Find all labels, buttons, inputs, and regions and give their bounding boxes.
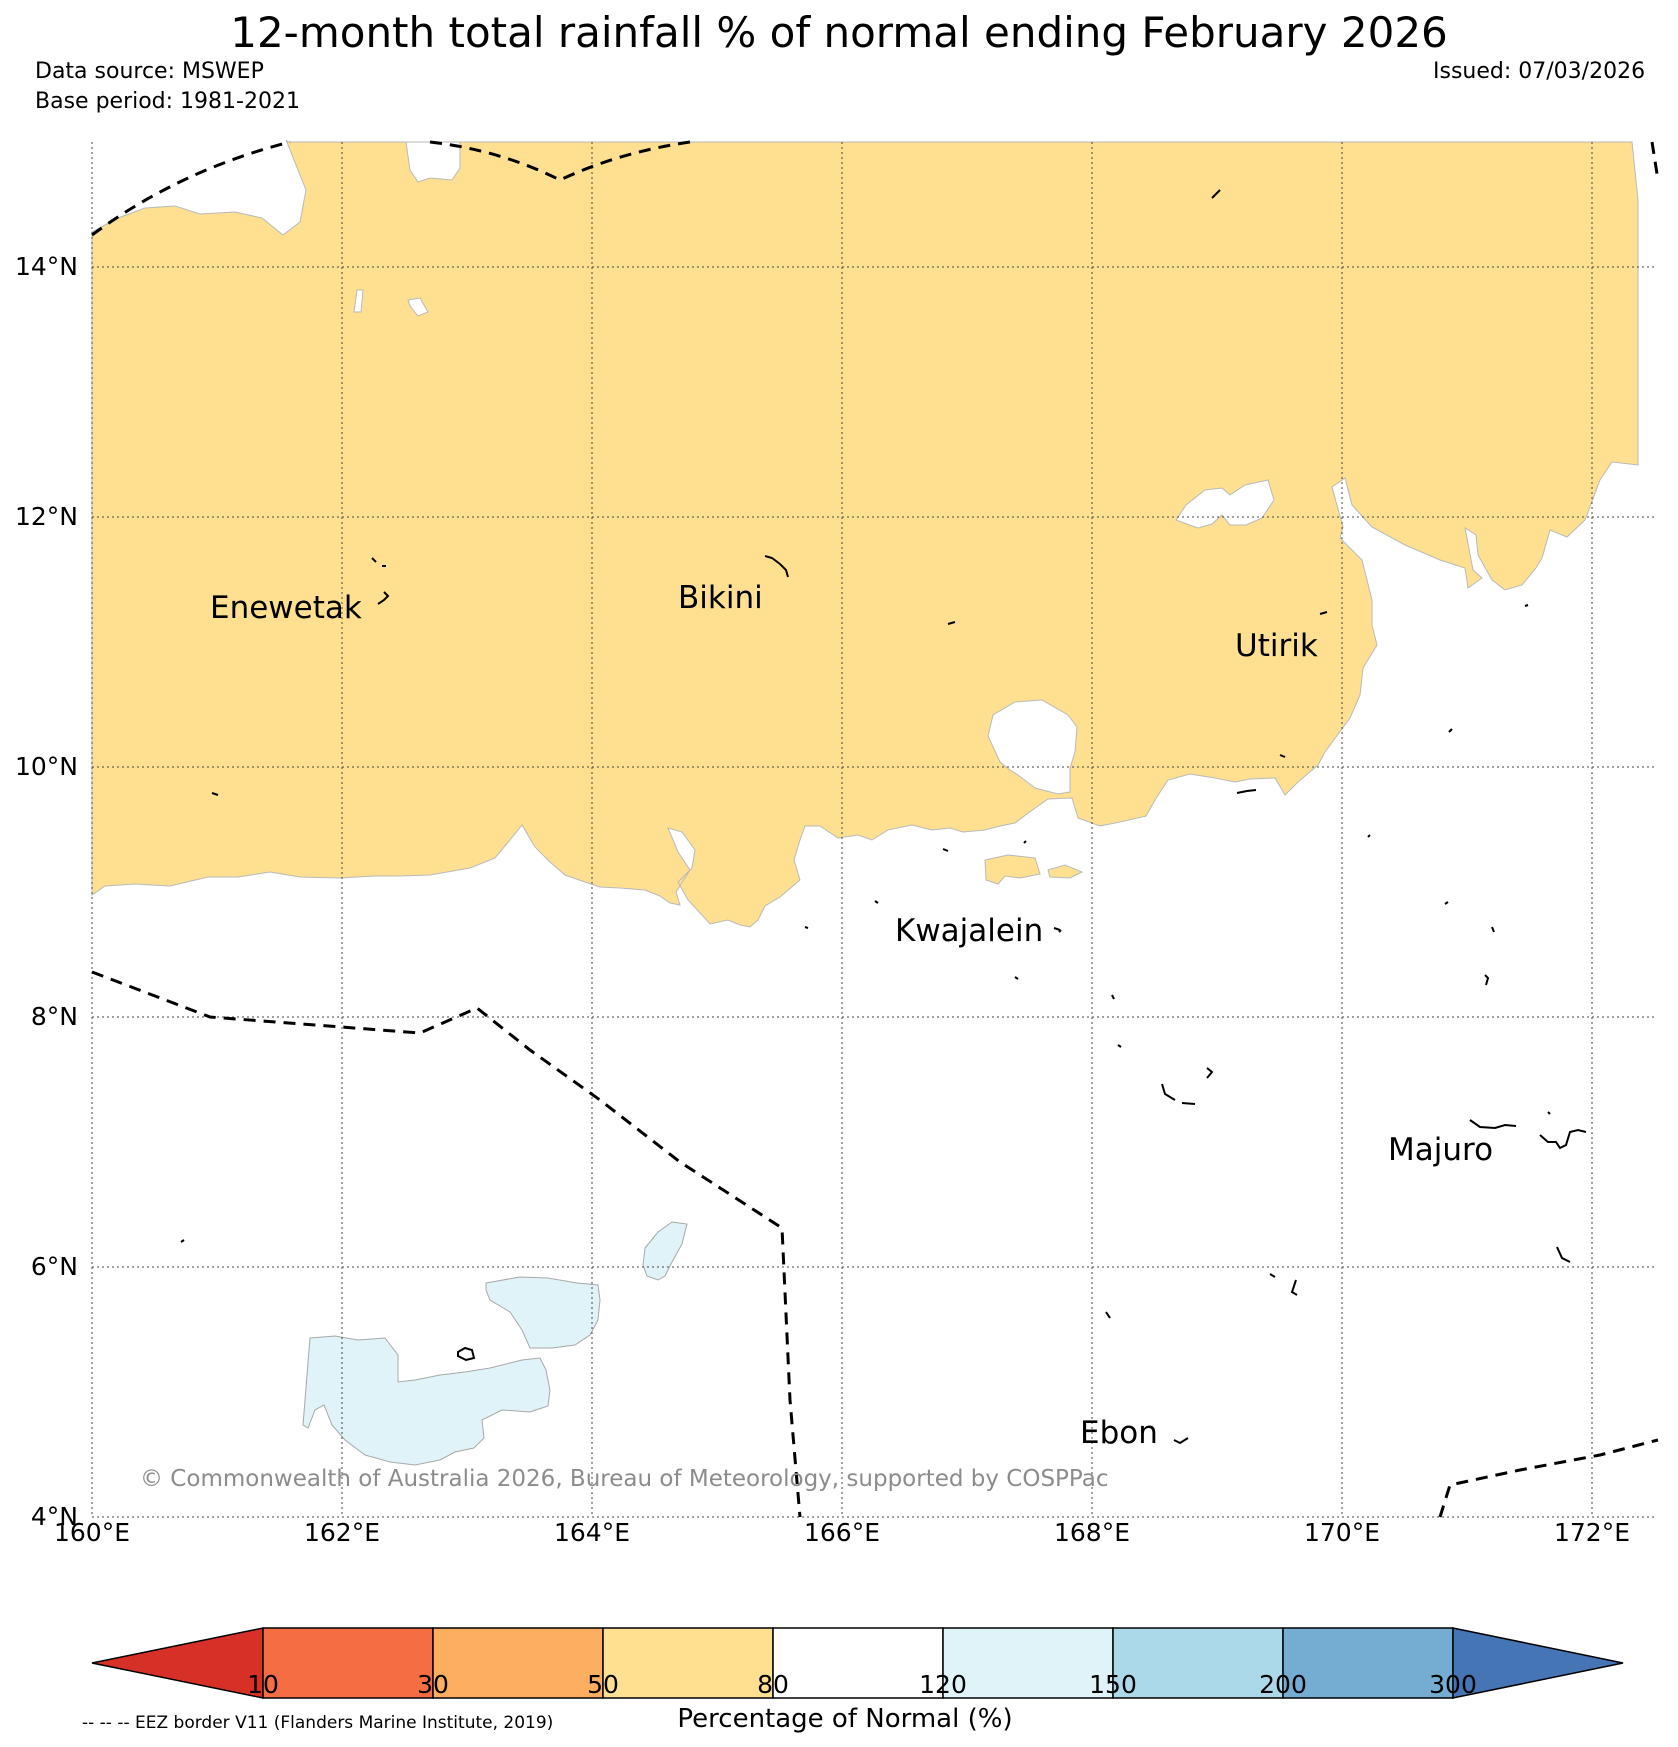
island-label-majuro: Majuro <box>1388 1132 1494 1168</box>
island-label-kwajalein: Kwajalein <box>895 913 1044 949</box>
colorbar-segment-150-200 <box>1112 1627 1284 1699</box>
rainfall-80-120-patch <box>353 289 364 313</box>
data-source: Data source: MSWEP <box>35 59 264 84</box>
map-title: 12-month total rainfall % of normal endi… <box>230 8 1448 57</box>
lat-label-12n: 12°N <box>14 502 78 531</box>
colorbar-tick-80: 80 <box>757 1670 789 1699</box>
colorbar <box>91 1627 1624 1699</box>
island-label-ebon: Ebon <box>1080 1415 1158 1451</box>
lon-label-162e: 162°E <box>303 1518 380 1547</box>
rainfall-80-120-patch <box>1175 479 1275 529</box>
rainfall-80-120-patch <box>987 699 1078 795</box>
lon-label-172e: 172°E <box>1553 1518 1630 1547</box>
lon-label-164e: 164°E <box>553 1518 630 1547</box>
rainfall-120-150-patch <box>485 1276 601 1349</box>
colorbar-tick-300: 300 <box>1429 1670 1477 1699</box>
lat-label-4n: 4°N <box>30 1502 78 1531</box>
lon-label-166e: 166°E <box>803 1518 880 1547</box>
colorbar-tick-50: 50 <box>587 1670 619 1699</box>
rainfall-120-150-patch <box>302 1335 551 1466</box>
colorbar-tick-120: 120 <box>919 1670 967 1699</box>
rainfall-80-120-patch <box>407 297 429 317</box>
copyright-notice: © Commonwealth of Australia 2026, Bureau… <box>140 1466 1109 1492</box>
rainfall-50-80-patch <box>984 854 1041 885</box>
lon-label-168e: 168°E <box>1053 1518 1130 1547</box>
graticule <box>91 142 1657 1518</box>
colorbar-tick-10: 10 <box>247 1670 279 1699</box>
eez-legend-note: -- -- -- EEZ border V11 (Flanders Marine… <box>82 1713 554 1733</box>
colorbar-tick-150: 150 <box>1089 1670 1137 1699</box>
lon-label-160e: 160°E <box>53 1518 130 1547</box>
lat-label-10n: 10°N <box>14 752 78 781</box>
island-label-enewetak: Enewetak <box>210 590 362 626</box>
colorbar-segment-120-150 <box>942 1627 1114 1699</box>
base-period: Base period: 1981-2021 <box>35 89 300 114</box>
lat-label-8n: 8°N <box>30 1002 78 1031</box>
colorbar-tick-200: 200 <box>1259 1670 1307 1699</box>
colorbar-segment-30-50 <box>432 1627 604 1699</box>
issued-date: Issued: 07/03/2026 <box>1433 59 1646 84</box>
colorbar-segment-80-120 <box>772 1627 944 1699</box>
rainfall-50-80-patch <box>1047 864 1084 879</box>
lat-label-14n: 14°N <box>14 252 78 281</box>
colorbar-title: Percentage of Normal (%) <box>677 1704 1013 1734</box>
island-label-bikini: Bikini <box>678 580 763 616</box>
colorbar-tick-30: 30 <box>417 1670 449 1699</box>
atoll-outlines <box>180 189 1587 1445</box>
island-label-utirik: Utirik <box>1235 628 1318 664</box>
lat-label-6n: 6°N <box>30 1252 78 1281</box>
rainfall-50-80-region <box>91 139 1639 928</box>
colorbar-segment-50-80 <box>602 1627 774 1699</box>
colorbar-segment-above-300 <box>1452 1627 1624 1699</box>
rainfall-120-150-patch <box>642 1221 688 1281</box>
rainfall-80-120-patch <box>405 141 461 183</box>
eez-border <box>91 140 1660 1518</box>
lon-label-170e: 170°E <box>1303 1518 1380 1547</box>
